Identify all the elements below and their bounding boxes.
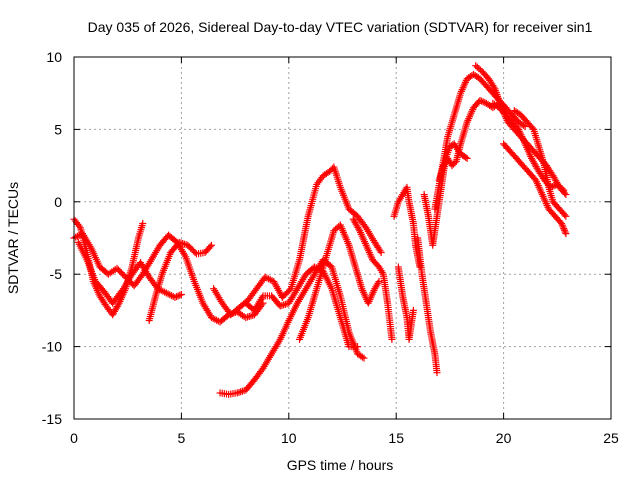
series-track-h	[296, 221, 383, 343]
data-point-marker	[528, 124, 536, 132]
data-point-marker	[463, 154, 471, 162]
data-point-marker	[558, 221, 566, 229]
data-point-marker	[476, 96, 484, 104]
data-point-marker	[176, 291, 184, 299]
data-point-marker	[139, 220, 147, 228]
series-track-m	[420, 140, 471, 249]
grid	[74, 57, 611, 419]
data-point-marker	[562, 191, 570, 199]
data-point-marker	[171, 293, 179, 301]
series-track-d	[145, 238, 215, 325]
y-tick-label: 5	[54, 121, 62, 137]
data-point-marker	[560, 226, 568, 234]
y-axis-label: SDTVAR / TECUs	[5, 182, 21, 294]
y-tick-label: 10	[46, 49, 62, 65]
data-point-marker	[207, 241, 215, 249]
x-axis-label: GPS time / hours	[287, 457, 394, 473]
data-point-marker	[561, 228, 569, 236]
data-point-marker	[560, 225, 568, 233]
series-track-k	[394, 263, 417, 343]
x-tick-label: 10	[281, 430, 297, 446]
data-point-marker	[478, 97, 486, 105]
data-point-marker	[355, 225, 363, 233]
series-track-i	[349, 215, 396, 343]
data-point-marker	[354, 343, 362, 351]
data-point-marker	[560, 186, 568, 194]
x-tick-label: 25	[603, 430, 619, 446]
series-track-f	[216, 256, 368, 398]
series-track-e	[210, 163, 385, 319]
data-point-marker	[562, 230, 570, 238]
x-tick-label: 5	[178, 430, 186, 446]
axis-ticks: 0 5 10 15 20 25 -15 -10 -5 0 5 10	[42, 49, 619, 446]
data-point-marker	[562, 212, 570, 220]
data-point-marker	[490, 83, 498, 91]
data-point-marker	[552, 181, 560, 189]
y-tick-label: -15	[42, 411, 62, 427]
data-point-marker	[561, 211, 569, 219]
data-point-marker	[558, 185, 566, 193]
x-tick-label: 15	[388, 430, 404, 446]
data-point-marker	[174, 292, 182, 300]
data-point-marker	[433, 369, 441, 377]
chart-title: Day 035 of 2026, Sidereal Day-to-day VTE…	[88, 19, 593, 35]
y-tick-label: 0	[54, 194, 62, 210]
series-track-a	[70, 215, 147, 319]
series-track-l	[414, 234, 441, 377]
data-point-marker	[286, 286, 294, 294]
series-track-g	[242, 263, 362, 351]
data-point-marker	[360, 354, 368, 362]
data-point-marker	[416, 263, 424, 271]
data-point-marker	[173, 293, 181, 301]
x-tick-label: 0	[70, 430, 78, 446]
data-point-marker	[388, 335, 396, 343]
plot-frame	[73, 56, 612, 420]
series-track-s	[510, 107, 570, 220]
series-track-r	[500, 140, 570, 238]
data-point-marker	[376, 247, 384, 255]
data-point-marker	[479, 98, 487, 106]
data-point-marker	[114, 301, 122, 309]
data-point-marker	[191, 248, 199, 256]
data-point-marker	[177, 290, 185, 298]
data-point-marker	[558, 220, 566, 228]
x-tick-label: 20	[496, 430, 512, 446]
y-tick-label: -5	[50, 266, 63, 282]
data-point-marker	[377, 248, 385, 256]
data-point-marker	[375, 277, 383, 285]
y-tick-label: -10	[42, 339, 62, 355]
data-point-marker	[519, 121, 527, 129]
data-point-marker	[206, 243, 214, 251]
data-point-marker	[409, 306, 417, 314]
data-marks	[70, 62, 570, 398]
data-point-marker	[559, 223, 567, 231]
data-point-marker	[462, 153, 470, 161]
series-track-n	[435, 96, 529, 184]
data-point-marker	[358, 353, 366, 361]
